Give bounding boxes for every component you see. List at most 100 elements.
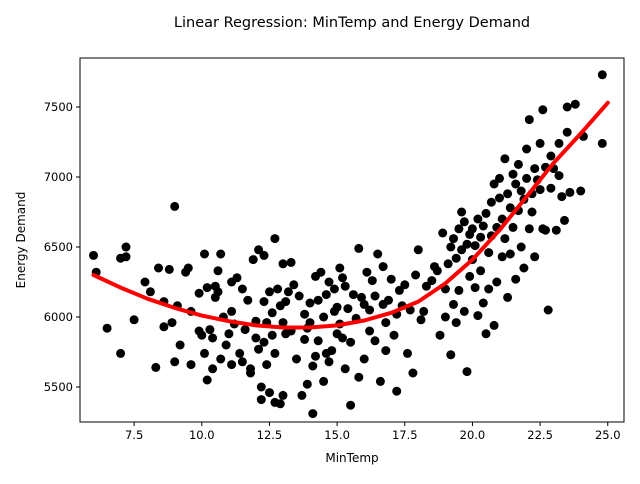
data-point [213, 266, 223, 276]
data-point [354, 243, 364, 253]
data-point [492, 277, 502, 287]
data-point [375, 376, 385, 386]
data-point [411, 270, 421, 280]
data-point [267, 308, 277, 318]
data-point [170, 357, 180, 367]
data-point [541, 225, 550, 235]
data-point [516, 186, 526, 196]
data-point [560, 215, 569, 225]
data-point [167, 318, 177, 328]
data-point [432, 266, 442, 276]
regression-curve [91, 100, 610, 330]
data-point [240, 325, 250, 335]
data-point [259, 337, 269, 347]
data-point [140, 277, 150, 287]
data-point [538, 105, 548, 115]
data-point [164, 264, 174, 274]
data-point [408, 368, 418, 378]
y-axis: 5500 6000 6500 7000 7500 [44, 100, 80, 394]
data-point [505, 249, 515, 259]
data-point [346, 400, 356, 410]
data-point [476, 232, 486, 242]
data-point [457, 245, 467, 255]
data-point [449, 299, 458, 309]
data-point [175, 340, 185, 350]
data-point [535, 185, 545, 195]
data-point [511, 179, 521, 189]
data-point [527, 207, 537, 217]
data-point [459, 306, 469, 316]
data-point [202, 283, 212, 293]
data-point [392, 386, 402, 396]
data-point [597, 138, 607, 148]
data-point [427, 276, 437, 286]
data-point [465, 271, 475, 281]
y-tick-label: 6000 [44, 310, 73, 324]
data-point [305, 298, 315, 308]
y-tick-label: 7000 [44, 170, 73, 184]
data-point [102, 323, 112, 333]
x-tick-label: 17.5 [392, 428, 418, 442]
data-point [495, 173, 504, 183]
data-point [546, 183, 556, 193]
data-point [313, 336, 323, 346]
data-point [121, 252, 131, 262]
x-tick-label: 10.0 [189, 428, 215, 442]
data-point [202, 375, 212, 385]
data-point [308, 361, 318, 371]
data-point [511, 274, 521, 284]
data-point [265, 388, 274, 398]
data-point [551, 225, 561, 235]
y-axis-label: Energy Demand [14, 192, 28, 289]
data-point [308, 409, 318, 419]
data-point [183, 263, 193, 273]
data-point [467, 224, 477, 234]
data-point [462, 239, 472, 249]
data-point [373, 249, 383, 259]
data-point [484, 284, 494, 294]
data-point [522, 144, 532, 154]
data-point [478, 221, 488, 231]
data-point [562, 102, 572, 112]
data-point [470, 283, 480, 293]
data-point [476, 266, 486, 276]
data-point [357, 292, 366, 302]
y-tick-label: 6500 [44, 240, 73, 254]
data-point [319, 376, 329, 386]
data-point [503, 189, 513, 199]
data-point [597, 70, 607, 80]
data-point [89, 250, 98, 260]
data-point [267, 330, 277, 340]
data-point [481, 208, 491, 218]
data-point [335, 263, 345, 273]
data-point [243, 295, 253, 305]
data-point [446, 350, 456, 360]
data-point [278, 259, 288, 269]
data-point [116, 348, 126, 358]
data-point [435, 330, 445, 340]
data-point [470, 241, 480, 251]
data-point [348, 290, 358, 300]
data-point [338, 273, 347, 283]
data-point [440, 312, 450, 322]
data-point [251, 333, 261, 343]
x-tick-label: 15.0 [324, 428, 350, 442]
data-point [562, 127, 572, 137]
data-point [343, 304, 353, 314]
data-point [232, 273, 242, 283]
data-point [273, 284, 283, 294]
x-tick-label: 12.5 [257, 428, 283, 442]
y-tick-label: 7500 [44, 100, 73, 114]
data-point [316, 267, 326, 277]
axes-frame [79, 57, 625, 423]
data-point [332, 302, 342, 312]
data-point [497, 252, 507, 262]
data-point [346, 337, 356, 347]
data-point [286, 257, 296, 267]
data-point [370, 291, 380, 301]
y-tick-label: 5500 [44, 380, 73, 394]
data-point [413, 245, 423, 255]
data-point [454, 224, 464, 234]
data-point [227, 306, 237, 316]
data-point [554, 138, 564, 148]
